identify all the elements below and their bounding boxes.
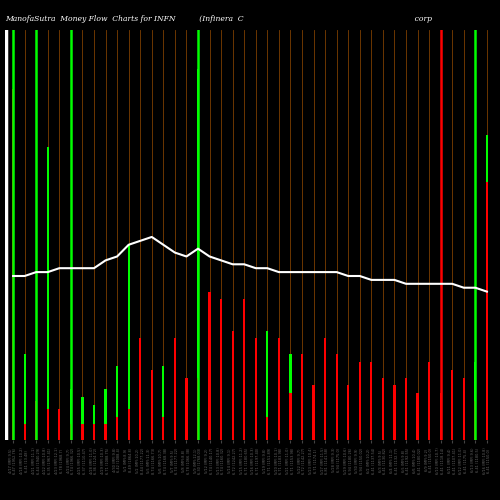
Bar — [174, 416, 176, 440]
Bar — [197, 69, 199, 440]
Bar — [347, 420, 350, 440]
Bar — [186, 378, 188, 440]
Bar — [150, 370, 153, 440]
Text: ManofaSutra  Money Flow  Charts for INFN          (Infinera  C                  : ManofaSutra Money Flow Charts for INFN (… — [5, 15, 432, 23]
Bar — [24, 424, 26, 440]
Bar — [394, 420, 396, 440]
Bar — [370, 362, 372, 440]
Bar — [358, 420, 361, 440]
Bar — [232, 330, 234, 440]
Bar — [358, 362, 361, 440]
Bar — [12, 420, 14, 440]
Bar — [370, 420, 372, 440]
Bar — [336, 354, 338, 440]
Bar — [347, 386, 350, 440]
Bar — [336, 420, 338, 440]
Bar — [324, 420, 326, 440]
Bar — [486, 182, 488, 440]
Bar — [232, 420, 234, 440]
Bar — [382, 378, 384, 440]
Bar — [416, 420, 418, 440]
Bar — [70, 424, 72, 440]
Bar — [208, 420, 210, 440]
Bar — [416, 393, 418, 440]
Bar — [46, 409, 49, 440]
Bar — [254, 420, 257, 440]
Bar — [208, 292, 210, 440]
Bar — [301, 420, 303, 440]
Bar — [451, 370, 454, 440]
Bar — [24, 354, 26, 440]
Bar — [428, 362, 430, 440]
Bar — [104, 389, 106, 440]
Bar — [290, 393, 292, 440]
Bar — [12, 88, 14, 440]
Bar — [312, 420, 314, 440]
Bar — [162, 416, 164, 440]
Bar — [46, 147, 49, 440]
Bar — [220, 416, 222, 440]
Bar — [116, 416, 118, 440]
Bar — [312, 386, 314, 440]
Bar — [58, 409, 60, 440]
Bar — [278, 338, 280, 440]
Bar — [440, 420, 442, 440]
Bar — [462, 378, 465, 440]
Bar — [93, 424, 95, 440]
Bar — [301, 354, 303, 440]
Bar — [243, 416, 246, 440]
Bar — [474, 401, 476, 440]
Bar — [82, 397, 84, 440]
Bar — [451, 420, 454, 440]
Bar — [70, 389, 72, 440]
Bar — [35, 420, 37, 440]
Bar — [128, 245, 130, 440]
Bar — [462, 420, 465, 440]
Bar — [243, 300, 246, 440]
Bar — [382, 420, 384, 440]
Bar — [174, 338, 176, 440]
Bar — [474, 362, 476, 440]
Bar — [324, 338, 326, 440]
Bar — [82, 424, 84, 440]
Bar — [104, 424, 106, 440]
Bar — [186, 416, 188, 440]
Bar — [486, 136, 488, 440]
Bar — [139, 424, 141, 440]
Bar — [35, 401, 37, 440]
Bar — [93, 405, 95, 440]
Bar — [220, 300, 222, 440]
Bar — [139, 338, 141, 440]
Bar — [58, 420, 60, 440]
Bar — [405, 378, 407, 440]
Bar — [278, 382, 280, 440]
Bar — [440, 393, 442, 440]
Bar — [128, 409, 130, 440]
Bar — [150, 416, 153, 440]
Bar — [266, 416, 268, 440]
Bar — [254, 338, 257, 440]
Bar — [266, 330, 268, 440]
Bar — [116, 366, 118, 440]
Bar — [197, 378, 199, 440]
Bar — [394, 386, 396, 440]
Bar — [290, 354, 292, 440]
Bar — [428, 420, 430, 440]
Bar — [405, 420, 407, 440]
Bar — [162, 366, 164, 440]
